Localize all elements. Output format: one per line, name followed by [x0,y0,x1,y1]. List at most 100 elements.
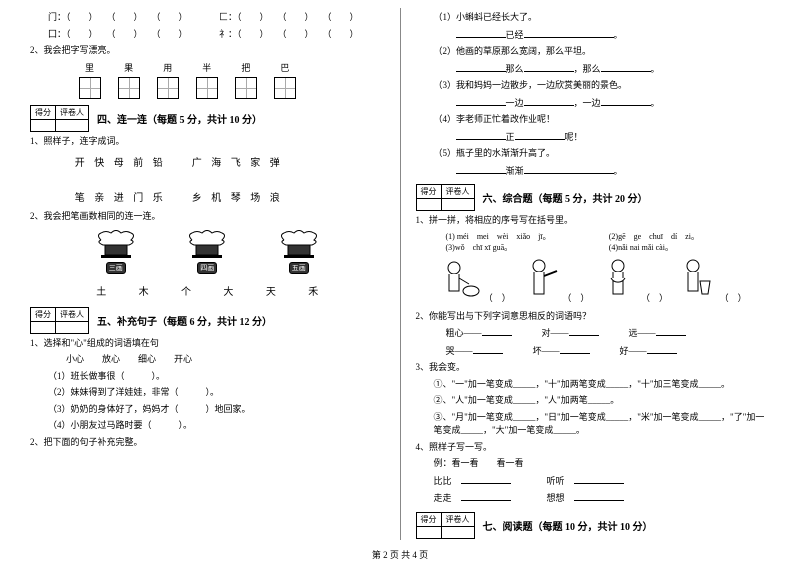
score-head: 得分 [31,105,56,119]
p4: (4)nǎi nai mǎi cài。 [609,242,770,253]
sub3: （3）奶奶的身体好了，妈妈才（ ）地回家。 [30,403,385,417]
kw: 呢！ [565,132,583,142]
r5: （5）瓶子里的水渐渐升高了。 [416,147,771,161]
l1: 比比 听听 [416,474,771,489]
mc: 母 [114,154,124,169]
ex: 例：看一看 看一看 [416,457,771,471]
w: 比比 [434,476,452,486]
grid-box [157,77,179,99]
mc: 铅 [153,154,163,169]
mc: 琴 [231,189,241,204]
match-row-2: 笔亲进门乐 乡机琴场浪 [30,186,385,207]
bc: 个 [181,283,191,298]
mc: 笔 [75,189,85,204]
mc [172,189,182,204]
char-row: 里 果 用 半 把 巴 [30,61,385,74]
char: 用 [163,61,172,74]
t3: ③、"月"加一笔变成_____，"日"加一笔变成_____，"米"加一笔变成__… [416,411,771,438]
char: 半 [202,61,211,74]
score-head: 得分 [416,185,441,199]
mc: 飞 [231,154,241,169]
left-column: 门：（ ） （ ） （ ） 匚：（ ） （ ） （ ） 囗：（ ） （ ） （ … [20,8,395,540]
sub2: （2）妹妹得到了洋娃娃，非常（ ）。 [30,386,385,400]
w: 走走 [434,493,452,503]
score-cell [56,321,89,333]
pot-label: 五画 [289,262,309,274]
q2-label: 2、我会把字写漂亮。 [30,44,385,58]
section-4-title: 四、连一连（每题 5 分，共计 10 分） [89,105,262,126]
r2: （2）他画的草原那么宽阔，那么平坦。 [416,45,771,59]
pot-label: 三画 [106,262,126,274]
grid-row [30,77,385,99]
score-table: 得分评卷人 [30,307,89,334]
score-cell [441,199,474,211]
score-cell [416,526,441,538]
grandma-shop-icon: （ ） [675,256,747,304]
w: 远—— [629,328,656,338]
t1: ①、"一"加一笔变成_____，"十"加两笔变成_____，"十"加三笔变成__… [416,378,771,392]
score-cell [416,199,441,211]
mc: 海 [211,154,221,169]
page-footer: 第 2 页 共 4 页 [0,548,800,561]
eat-watermelon-icon: （ ） [596,256,668,304]
page: 门：（ ） （ ） （ ） 匚：（ ） （ ） （ ） 囗：（ ） （ ） （ … [0,0,800,540]
pot-row: 三画 四画 五画 [30,227,385,277]
picture-row: （ ） （ ） （ ） （ ） [416,253,771,307]
mc: 门 [133,189,143,204]
score-head: 评卷人 [441,512,474,526]
p1: (1) méi mei wèi xiǎo jī。 [446,231,607,242]
bc: 大 [223,283,233,298]
score-table: 得分评卷人 [30,105,89,132]
score-head: 评卷人 [441,185,474,199]
girl-feed-icon: （ ） [439,256,511,304]
mc: 开 [75,154,85,169]
kw: 那么 [506,64,524,74]
r2b: 那么，那么。 [416,62,771,77]
w: 粗心—— [446,328,482,338]
score-cell [31,119,56,131]
score-cell [441,526,474,538]
pot-icon: 三画 [91,230,141,274]
fill-line-2: 囗：（ ） （ ） （ ） 礻：（ ） （ ） （ ） [30,28,385,42]
pot-label: 四画 [197,262,217,274]
score-cell [56,119,89,131]
char: 果 [124,61,133,74]
word-row-2: 哭—— 坏—— 好—— [416,344,771,359]
r4: （4）李老师正忙着改作业呢！ [416,113,771,127]
sec6-q2: 2、你能写出与下列字词意思相反的词语吗？ [416,310,771,324]
grid-box [274,77,296,99]
mc: 机 [211,189,221,204]
char: 把 [241,61,250,74]
options: 小心 放心 细心 开心 [30,353,385,367]
word-row-1: 粗心—— 对—— 远—— [416,326,771,341]
sub1: （1）班长做事很（ ）。 [30,370,385,384]
section-5-title: 五、补充句子（每题 6 分，共计 12 分） [89,307,272,328]
l2: 走走 想想 [416,491,771,506]
score-cell [31,321,56,333]
kw: 已经 [506,30,524,40]
sec6-q4: 4、照样子写一写。 [416,441,771,455]
kw: 一边 [583,98,601,108]
r3b: 一边，一边。 [416,96,771,111]
score-head: 得分 [416,512,441,526]
score-head: 评卷人 [56,105,89,119]
t2: ②、"人"加一笔变成_____，"人"加两笔_____。 [416,394,771,408]
grid-box [235,77,257,99]
right-column: （1）小蝌蚪已经长大了。 已经。 （2）他画的草原那么宽阔，那么平坦。 那么，那… [406,8,781,540]
grid-box [79,77,101,99]
score-box-6: 得分评卷人 六、综合题（每题 5 分，共计 20 分） [416,184,771,211]
char: 巴 [280,61,289,74]
boy-flute-icon: （ ） [517,256,589,304]
column-divider [400,8,401,540]
score-box-5: 得分评卷人 五、补充句子（每题 6 分，共计 12 分） [30,307,385,334]
r5b: 渐渐。 [416,164,771,179]
r3: （3）我和妈妈一边散步，一边欣赏美丽的景色。 [416,79,771,93]
kw: 渐渐 [506,166,524,176]
match-row-1: 开快母前铅 广海飞家弹 [30,151,385,172]
mc: 乡 [192,189,202,204]
bc: 木 [139,283,149,298]
mc: 场 [250,189,260,204]
r1b: 已经。 [416,28,771,43]
grid-box [118,77,140,99]
w: 坏—— [533,346,560,356]
